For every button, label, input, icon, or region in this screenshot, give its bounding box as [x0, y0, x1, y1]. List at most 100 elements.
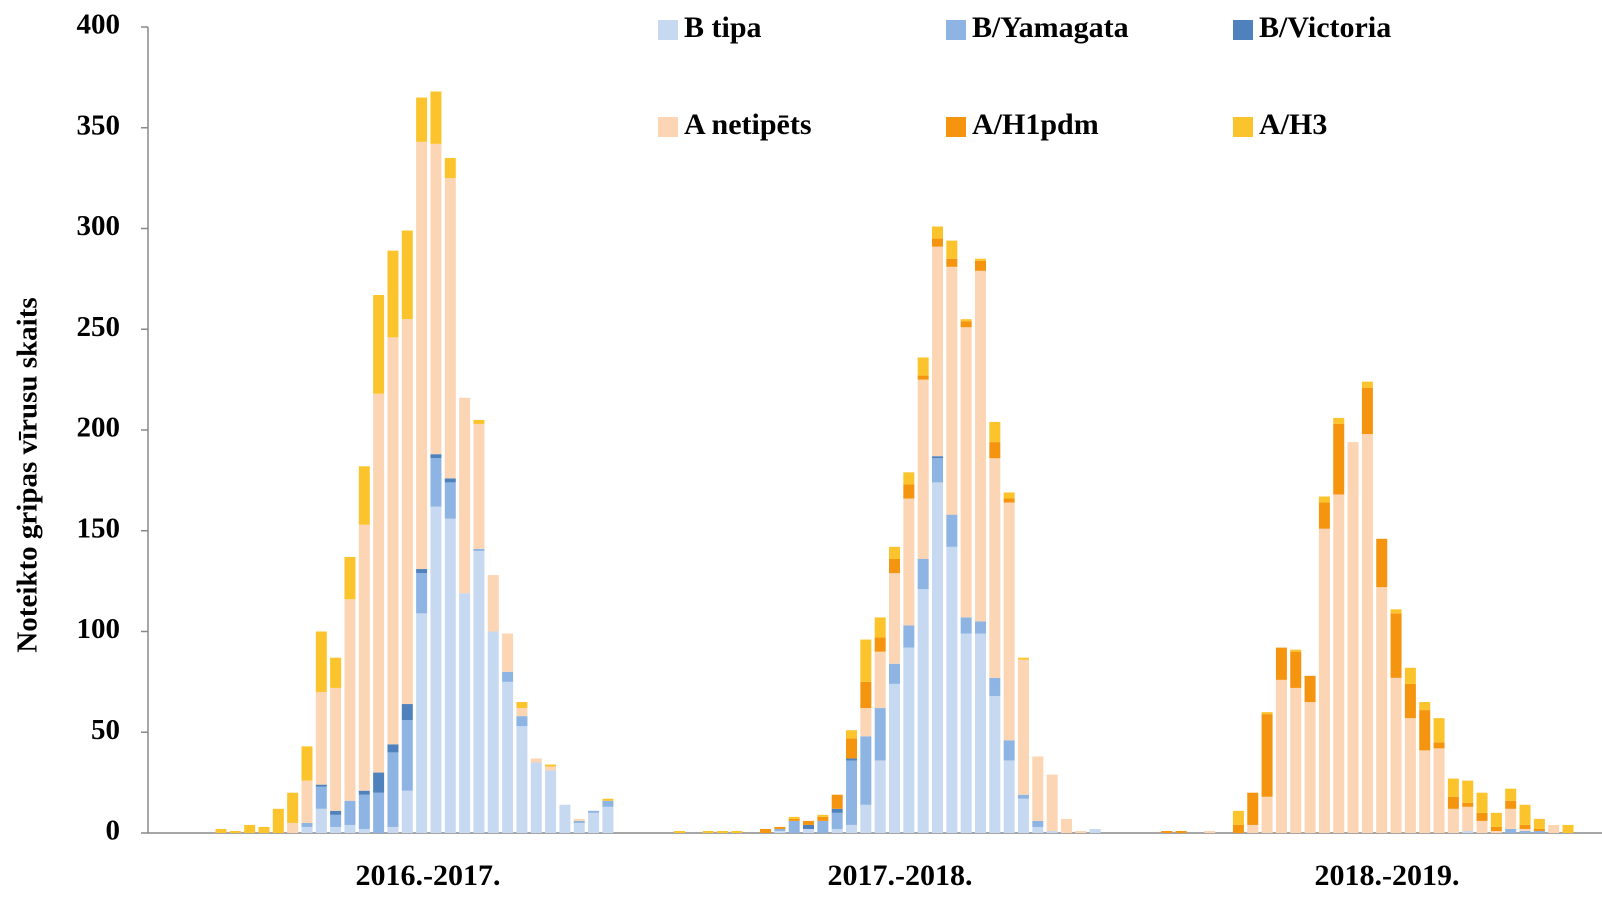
bar-segment	[1304, 675, 1316, 703]
bar-segment	[502, 633, 514, 672]
bar-segment	[315, 784, 327, 787]
bar-segment	[1032, 820, 1044, 827]
bar-segment	[1003, 502, 1015, 741]
bar-segment	[1433, 742, 1445, 749]
bar-segment	[860, 639, 872, 682]
bar-segment	[1046, 830, 1058, 833]
bar-segment	[874, 708, 886, 761]
bar-segment	[1390, 613, 1402, 678]
bar-segment	[315, 631, 327, 692]
bar-segment	[315, 808, 327, 833]
bar-segment	[889, 683, 901, 833]
bar-segment	[817, 814, 829, 817]
bar-segment	[874, 760, 886, 833]
bar-segment	[889, 546, 901, 559]
bar-segment	[1533, 818, 1545, 829]
bar-segment	[903, 472, 915, 485]
bar-segment	[1290, 651, 1302, 688]
bar-segment	[1361, 381, 1373, 388]
bar-segment	[731, 830, 743, 833]
bar-segment	[803, 828, 815, 833]
bar-segment	[401, 790, 413, 833]
bar-segment	[1232, 824, 1244, 833]
bar-segment	[545, 770, 557, 833]
bar-segment	[444, 157, 456, 179]
bar-segment	[573, 820, 585, 823]
y-tick-label: 400	[77, 9, 121, 41]
bar-segment	[516, 716, 528, 727]
bar-segment	[974, 621, 986, 634]
bar-segment	[1318, 528, 1330, 833]
bar-segment	[588, 812, 600, 833]
bar-segment	[1562, 824, 1574, 833]
bar-segment	[1261, 712, 1273, 715]
bar-segment	[917, 379, 929, 559]
bar-segment	[588, 810, 600, 813]
bar-segment	[530, 758, 542, 763]
bar-segment	[1075, 830, 1087, 833]
bar-segment	[1433, 748, 1445, 833]
bar-segment	[1318, 496, 1330, 503]
bar-segment	[831, 812, 843, 829]
bar-segment	[229, 830, 241, 833]
bar-segment	[1476, 792, 1488, 813]
bar-segment	[416, 569, 428, 574]
y-tick-label: 200	[77, 412, 121, 444]
bar-segment	[258, 826, 270, 833]
bar-segment	[459, 593, 471, 833]
bar-segment	[473, 550, 485, 833]
legend-label: B/Yamagata	[972, 11, 1129, 44]
bar-segment	[974, 633, 986, 833]
bar-segment	[1490, 830, 1502, 833]
bar-segment	[559, 804, 571, 833]
bar-segment	[373, 294, 385, 394]
bar-segment	[1046, 774, 1058, 831]
bar-segment	[774, 830, 786, 833]
bar-segment	[1533, 828, 1545, 831]
group-label: 2018.-2019.	[1315, 859, 1460, 892]
bar-segment	[788, 818, 800, 821]
bar-segment	[330, 814, 342, 827]
bar-segment	[717, 830, 729, 833]
bar-segment	[817, 820, 829, 833]
bar-segment	[358, 828, 370, 833]
bar-segment	[602, 806, 614, 833]
bar-segment	[903, 498, 915, 626]
bar-segment	[932, 246, 943, 457]
bar-segment	[459, 397, 471, 594]
bar-segment	[1462, 806, 1474, 831]
bar-segment	[1275, 647, 1287, 680]
bar-segment	[1390, 677, 1402, 833]
bar-segment	[917, 375, 929, 380]
bar-segment	[416, 141, 428, 570]
bar-segment	[1261, 796, 1273, 833]
bar-segment	[272, 808, 284, 833]
bar-segment	[1533, 830, 1545, 833]
bar-segment	[946, 240, 958, 259]
bar-segment	[1519, 830, 1531, 833]
y-tick-label: 250	[77, 311, 121, 343]
bar-segment	[860, 708, 872, 737]
bar-segment	[1232, 810, 1244, 825]
bar-segment	[416, 573, 428, 614]
bar-segment	[1003, 498, 1015, 503]
bar-segment	[1290, 649, 1302, 652]
bar-segment	[358, 466, 370, 525]
bar-segment	[1032, 756, 1044, 821]
bar-segment	[989, 458, 1001, 678]
bar-segment	[473, 423, 485, 549]
bar-segment	[244, 824, 256, 833]
y-tick-label: 0	[106, 815, 121, 847]
bar-segment	[516, 726, 528, 833]
bar-segment	[1017, 794, 1029, 799]
bar-segment	[401, 720, 413, 791]
bar-segment	[1003, 740, 1015, 761]
bar-segment	[917, 589, 929, 833]
bar-segment	[1404, 718, 1416, 833]
bar-segment	[1161, 830, 1173, 833]
bar-segment	[387, 337, 399, 745]
y-tick-label: 150	[77, 512, 121, 544]
bar-segment	[1519, 824, 1531, 829]
bar-segment	[788, 816, 800, 819]
bar-segment	[932, 226, 943, 239]
